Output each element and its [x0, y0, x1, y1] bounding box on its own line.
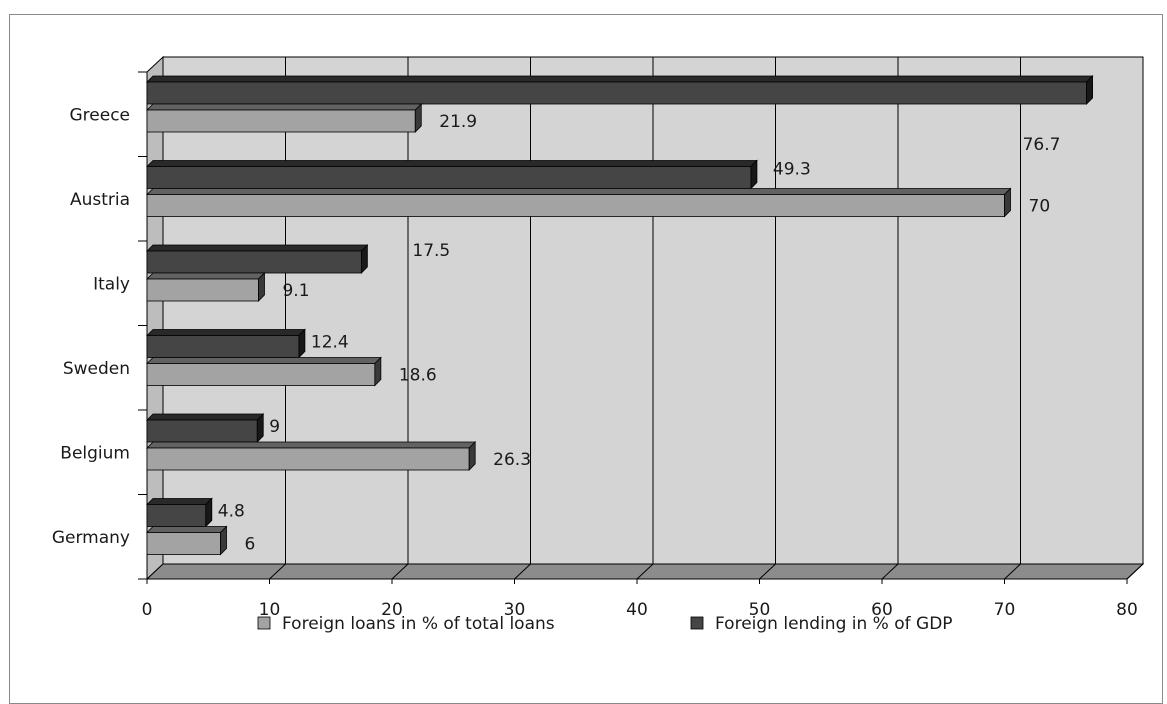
- bar-italy-lending-gdp-top: [146, 244, 369, 252]
- floor-gridline: [881, 563, 899, 580]
- bar-austria-foreign-loans: [146, 194, 1005, 217]
- bar-belgium-lending-gdp: [146, 419, 258, 443]
- floor-gridline: [269, 563, 286, 580]
- floor-gridline: [391, 563, 409, 580]
- y-tick-label: Sweden: [63, 359, 130, 379]
- bar-sweden-lending-gdp-top: [146, 329, 306, 336]
- bar-austria-lending-gdp-top: [146, 160, 758, 167]
- x-tick-label: 10: [259, 600, 281, 620]
- x-tick-label: 20: [381, 600, 403, 620]
- floor-gridline: [1126, 563, 1144, 580]
- legend-swatch-foreign-lending-in-of-gdp: [690, 616, 704, 630]
- data-label-austria-lending-gdp: 49.3: [773, 160, 811, 180]
- legend-swatch-foreign-loans-in-of-total-loans: [257, 616, 271, 630]
- legend-label-foreign-loans-in-of-total-loans: Foreign loans in % of total loans: [282, 614, 555, 634]
- y-tick-label: Austria: [70, 190, 130, 210]
- x-tick-label: 50: [749, 600, 771, 620]
- data-label-italy-lending-gdp: 17.5: [412, 241, 450, 261]
- bar-belgium-lending-gdp-top: [146, 413, 265, 421]
- bar-belgium-foreign-loans: [146, 447, 470, 471]
- x-tick-label: 30: [504, 600, 526, 620]
- bar-greece-foreign-loans-top: [146, 103, 423, 111]
- x-tick-label: 70: [994, 600, 1016, 620]
- x-tick-label: 40: [626, 600, 648, 620]
- x-tick-label: 60: [871, 600, 893, 620]
- bar-greece-lending-gdp-side: [1086, 75, 1093, 105]
- data-label-greece-foreign-loans: 21.9: [439, 112, 477, 132]
- bar-germany-foreign-loans: [146, 532, 221, 555]
- bar-sweden-lending-gdp: [146, 335, 300, 358]
- y-tick-label: Greece: [69, 105, 130, 125]
- bar-austria-foreign-loans-side: [1004, 187, 1011, 218]
- data-label-italy-foreign-loans: 9.1: [282, 281, 309, 301]
- bar-germany-lending-gdp-top: [146, 498, 213, 505]
- bar-belgium-foreign-loans-side: [468, 441, 476, 471]
- data-label-belgium-lending-gdp: 9: [269, 417, 280, 437]
- bar-sweden-lending-gdp-side: [298, 328, 306, 359]
- floor-gridline: [1004, 563, 1021, 580]
- data-label-germany-lending-gdp: 4.8: [218, 502, 245, 522]
- bar-greece-foreign-loans-side: [414, 103, 422, 133]
- bar-italy-foreign-loans: [146, 278, 259, 302]
- bar-sweden-foreign-loans-top: [146, 357, 382, 364]
- data-label-germany-foreign-loans: 6: [245, 535, 256, 555]
- x-tick-label: 0: [142, 600, 153, 620]
- y-tick-label: Belgium: [60, 443, 130, 463]
- legend-label-foreign-lending-in-of-gdp: Foreign lending in % of GDP: [715, 614, 953, 634]
- bar-germany-foreign-loans-top: [146, 526, 228, 533]
- bar-austria-foreign-loans-top: [146, 188, 1012, 195]
- bar-sweden-foreign-loans: [146, 363, 376, 386]
- bar-austria-lending-gdp-side: [750, 159, 758, 190]
- data-label-greece-lending-gdp: 76.7: [1023, 135, 1061, 155]
- bar-chart: 0 10 20 30 40 50 60 70 80 Greece Austria Italy Swede…: [52, 55, 1145, 634]
- bar-greece-foreign-loans: [146, 109, 416, 133]
- y-tick-label: Germany: [52, 528, 130, 548]
- floor-gridline: [636, 563, 654, 580]
- bar-italy-foreign-loans-side: [258, 272, 265, 302]
- bar-germany-foreign-loans-side: [220, 525, 227, 556]
- data-label-sweden-foreign-loans: 18.6: [399, 366, 437, 386]
- bar-italy-foreign-loans-top: [146, 272, 266, 280]
- bar-sweden-foreign-loans-side: [374, 356, 382, 387]
- bar-austria-lending-gdp: [146, 166, 752, 189]
- bar-italy-lending-gdp: [146, 250, 362, 274]
- bar-greece-lending-gdp: [146, 81, 1087, 105]
- bar-greece-lending-gdp-top: [146, 75, 1094, 83]
- bar-germany-lending-gdp-side: [205, 497, 213, 528]
- bar-belgium-foreign-loans-top: [146, 441, 477, 449]
- data-label-belgium-foreign-loans: 26.3: [493, 450, 531, 470]
- bar-germany-lending-gdp: [146, 504, 207, 527]
- bar-belgium-lending-gdp-side: [256, 413, 264, 443]
- x-tick-label: 80: [1116, 600, 1138, 620]
- y-tick-label: Italy: [93, 274, 130, 294]
- bar-italy-lending-gdp-side: [360, 244, 368, 274]
- data-label-sweden-lending-gdp: 12.4: [311, 333, 349, 353]
- floor-gridline: [759, 563, 776, 580]
- data-label-austria-foreign-loans: 70: [1029, 197, 1051, 217]
- floor-gridline: [514, 563, 531, 580]
